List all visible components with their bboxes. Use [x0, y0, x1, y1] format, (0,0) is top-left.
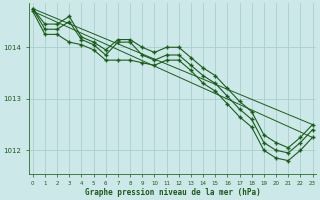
X-axis label: Graphe pression niveau de la mer (hPa): Graphe pression niveau de la mer (hPa): [85, 188, 260, 197]
